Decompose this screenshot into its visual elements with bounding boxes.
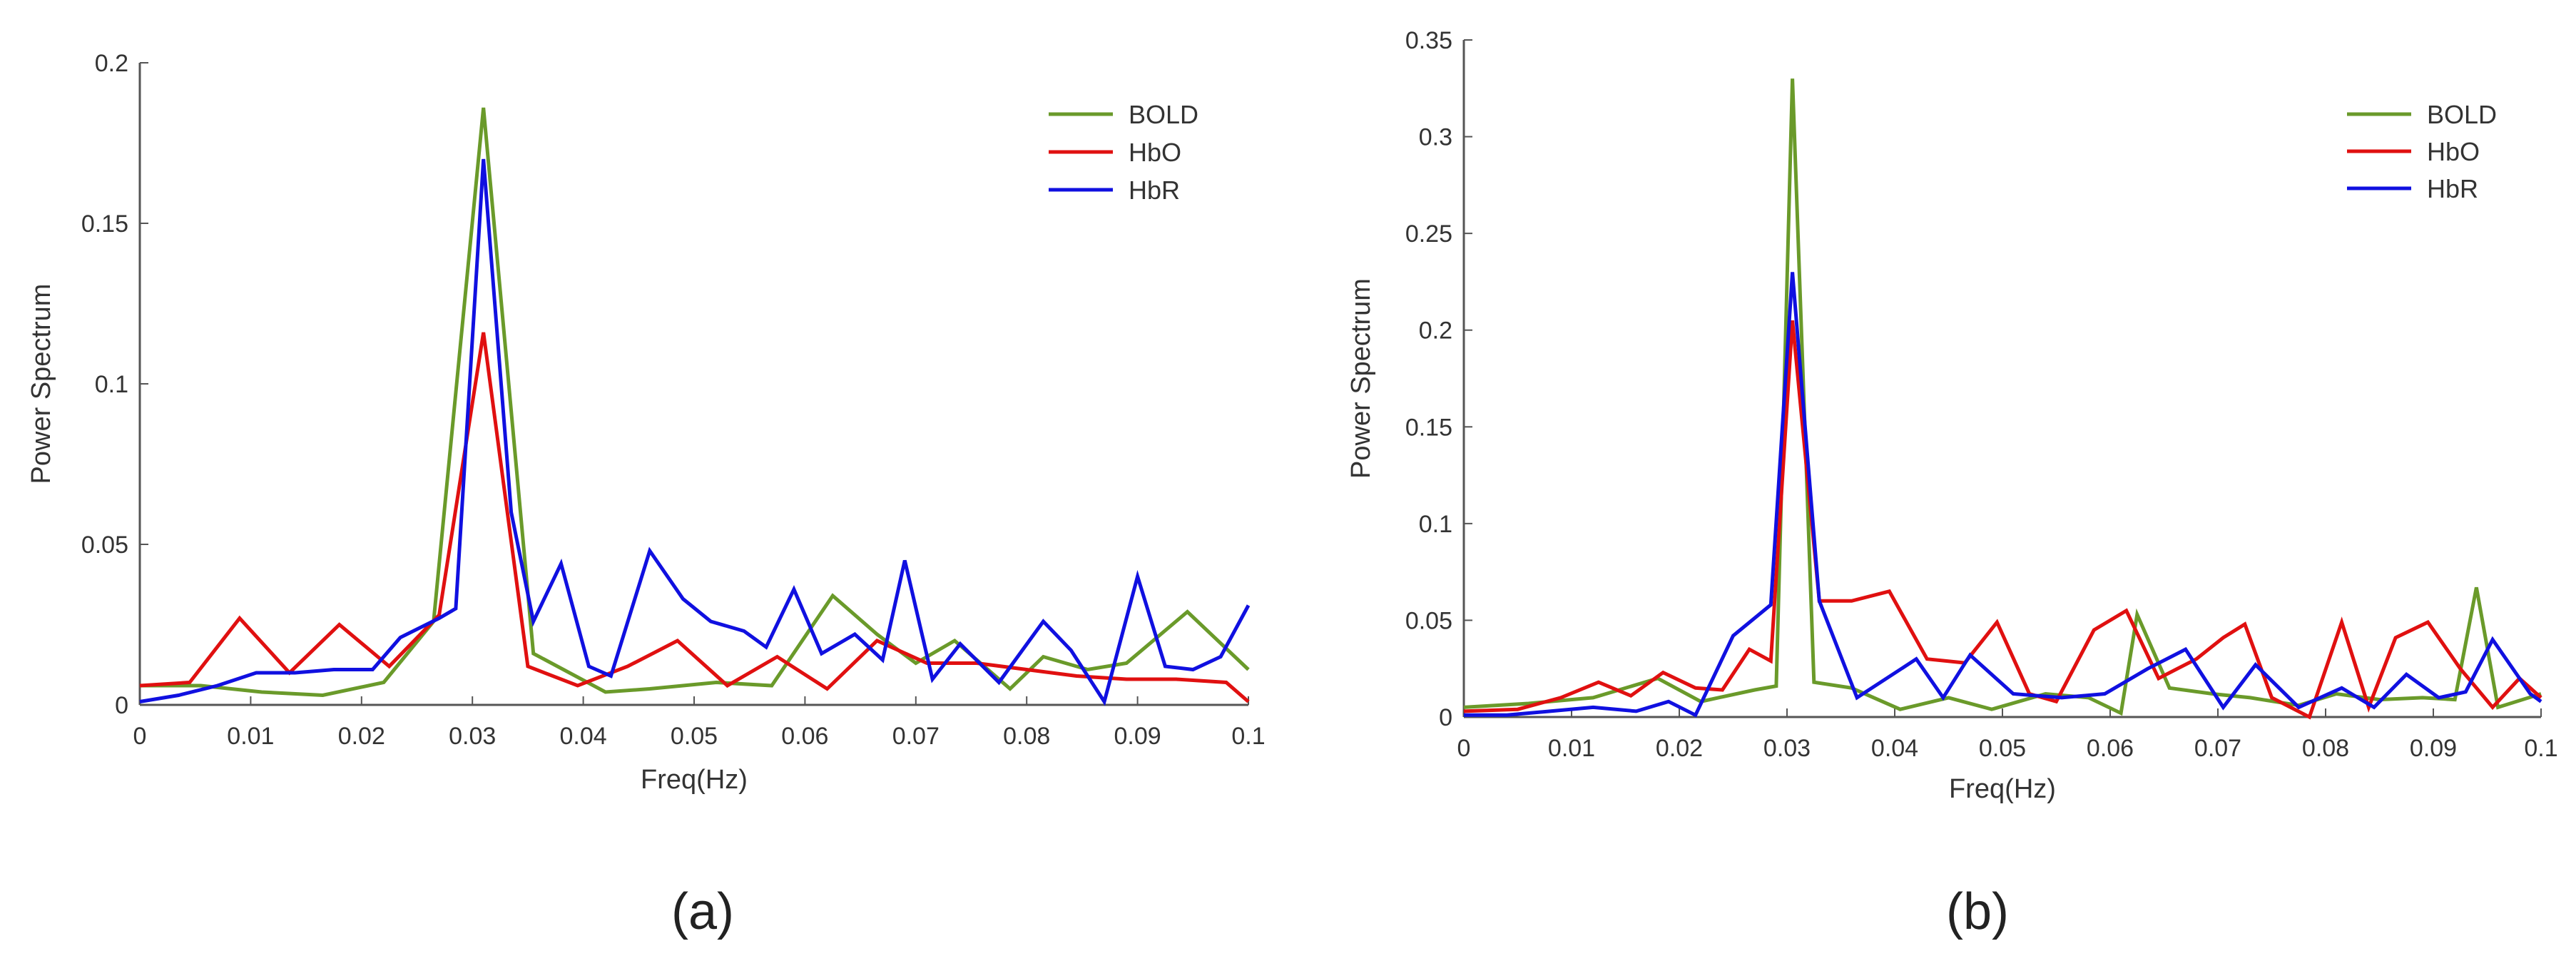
y-tick-label: 0 [115,692,128,719]
x-tick-label: 0.04 [1871,735,1918,762]
legend-label-hbo: HbO [1129,138,1181,167]
series-line-bold [1463,78,2542,716]
x-axis-title: Freq(Hz) [641,765,748,795]
x-axis-title: Freq(Hz) [1949,774,2056,804]
x-tick-label: 0.01 [1548,735,1595,762]
x-tick-label: 0.06 [781,723,828,750]
legend-label-bold: BOLD [2427,100,2497,129]
panel-b: 0 0.01 0.02 0.03 0.04 0.05 0.06 0.07 0.08 0.09 0.1… [1346,27,2558,940]
x-tick-label: 0 [1457,735,1471,762]
y-tick-label: 0.1 [1419,511,1452,538]
y-tick-label: 0.2 [1419,317,1452,345]
x-tick-label: 0.07 [892,723,940,750]
series-line-hbo [139,332,1250,703]
y-tick-label: 0.05 [81,532,128,559]
legend-label-hbr: HbR [1129,176,1180,205]
series-line-hbo [1463,320,2542,720]
x-tick-label: 0.01 [227,723,274,750]
x-tick-label: 0.08 [1003,723,1050,750]
series-line-hbr [1464,272,2542,718]
x-tick-label: 0.02 [338,723,385,750]
x-tick-label: 0.08 [2302,735,2349,762]
y-tick-label: 0.25 [1405,220,1452,248]
x-tick-label: 0.09 [2410,735,2457,762]
x-tick-label: 0.07 [2194,735,2241,762]
y-tick-label: 0 [1439,704,1452,731]
series-line-hbr [139,158,1251,706]
x-tick-label: 0 [133,723,147,750]
x-tick-label: 0.05 [671,723,718,750]
y-tick-label: 0.15 [81,210,128,238]
x-tick-label: 0.02 [1656,735,1703,762]
panel-caption: (a) [671,883,734,940]
legend-label-hbr: HbR [2427,174,2478,203]
x-tick-label: 0.09 [1114,723,1161,750]
y-axis-title: Power Spectrum [26,284,56,484]
x-tick-label: 0.04 [560,723,607,750]
y-tick-label: 0.2 [95,50,128,77]
y-tick-label: 0.15 [1405,414,1452,441]
series-line-bold [140,107,1250,698]
x-tick-label: 0.1 [2524,735,2557,762]
legend-label-bold: BOLD [1129,100,1198,129]
y-tick-label: 0.3 [1419,124,1452,151]
x-tick-label: 0.03 [449,723,496,750]
x-tick-label: 0.05 [1979,735,2026,762]
y-axis-title: Power Spectrum [1346,278,1376,479]
x-tick-label: 0.1 [1231,723,1265,750]
panel-caption: (b) [1946,883,2009,940]
y-tick-label: 0.35 [1405,27,1452,54]
y-tick-label: 0.05 [1405,607,1452,634]
x-tick-label: 0.06 [2087,735,2134,762]
panel-a: 0 0.01 0.02 0.03 0.04 0.05 0.06 0.07 0.08 0.09 0.1… [26,50,1266,940]
legend-label-hbo: HbO [2427,137,2480,166]
y-tick-label: 0.1 [95,371,128,398]
x-tick-label: 0.03 [1763,735,1811,762]
